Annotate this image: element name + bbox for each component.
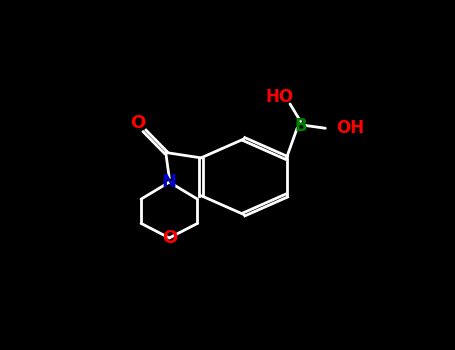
Text: B: B	[294, 117, 307, 134]
Text: N: N	[162, 173, 177, 191]
Text: OH: OH	[336, 119, 364, 137]
Text: O: O	[130, 114, 145, 132]
Text: HO: HO	[265, 88, 293, 106]
Text: O: O	[162, 229, 177, 247]
